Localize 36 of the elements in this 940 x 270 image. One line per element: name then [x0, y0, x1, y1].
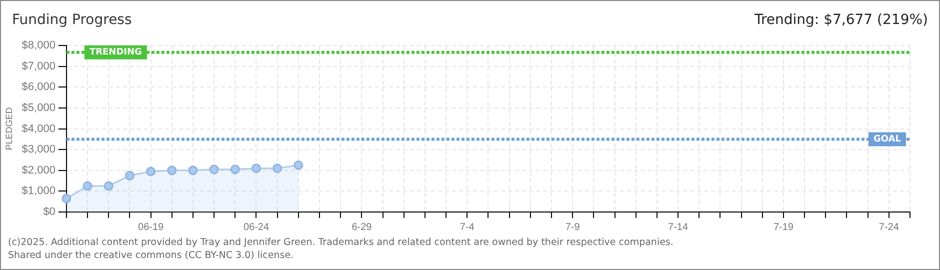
point [188, 166, 198, 176]
text: (c)2025. Additional content provided by Tray and Jennifer Green. Trademarks and related content are owned by their respective companies. [8, 236, 674, 249]
point [146, 166, 156, 176]
chart-subtitle: Trending: $7,677 (219%) [754, 12, 928, 28]
x-tick-label: 6-29 [352, 222, 372, 233]
text: Shared under the creative commons (CC BY-NC 3.0) license. [8, 249, 295, 262]
ref-line-label: GOAL [874, 134, 902, 145]
y-tick-label: $0 [43, 206, 56, 218]
x-tick-label: 7-19 [773, 222, 794, 233]
point [251, 164, 261, 174]
y-tick-label: $7,000 [22, 60, 56, 72]
point [230, 164, 240, 174]
y-tick-label: $3,000 [22, 144, 56, 156]
point [124, 170, 134, 180]
x-tick-label: 7-9 [565, 222, 580, 233]
chart-title: Funding Progress [12, 12, 132, 28]
y-axis-title: PLEDGED [4, 106, 14, 150]
point [104, 181, 114, 191]
y-tick-label: $2,000 [22, 164, 56, 176]
y-tick-label: $1,000 [22, 185, 56, 198]
x-tick-label: 7-4 [460, 222, 475, 233]
x-tick-label: 06-24 [243, 222, 270, 233]
x-tick-label: 7-14 [668, 222, 688, 233]
ref-line-label: TRENDING [89, 48, 142, 58]
point [167, 166, 177, 176]
x-tick-label: 06-19 [138, 222, 164, 233]
point [62, 194, 72, 204]
point [82, 181, 92, 191]
y-tick-label: $5,000 [22, 102, 56, 114]
point [209, 164, 219, 174]
x-tick-label: 7-24 [878, 222, 900, 233]
y-tick-label: $6,000 [22, 81, 56, 94]
y-tick-label: $4,000 [22, 122, 56, 135]
y-tick-label: $8,000 [22, 40, 56, 52]
point [272, 164, 282, 174]
point [294, 160, 304, 170]
